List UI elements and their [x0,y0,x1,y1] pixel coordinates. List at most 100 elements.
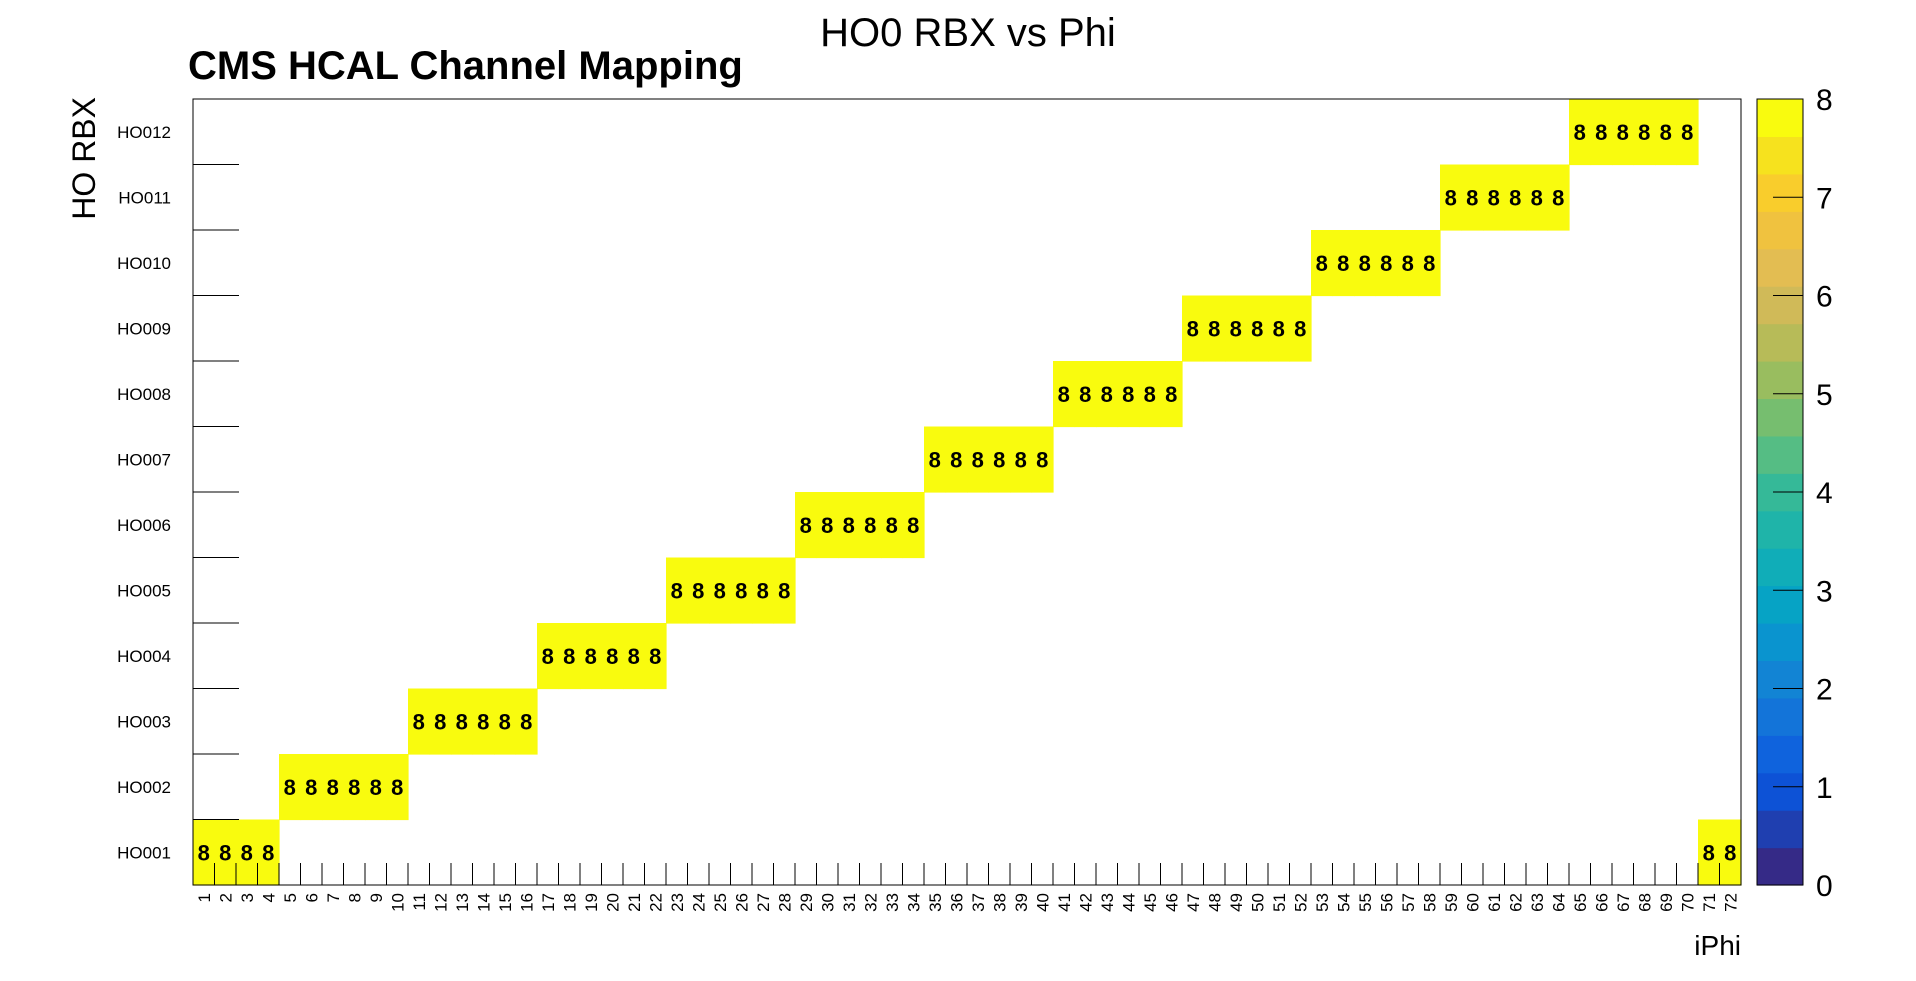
cell-value-label: 8 [1337,251,1349,276]
cell-value-label: 8 [1638,120,1650,145]
heatmap-cell [902,492,925,559]
cell-value-label: 8 [1036,447,1048,472]
x-tick-label: 37 [969,893,988,912]
cell-value-label: 8 [1724,840,1736,865]
x-tick-label: 59 [1442,893,1461,912]
cell-value-label: 8 [1595,120,1607,145]
cell-value-label: 8 [542,644,554,669]
colorbar-segment [1757,697,1803,736]
cell-value-label: 8 [434,709,446,734]
cell-value-label: 8 [950,447,962,472]
x-tick-label: 15 [496,893,515,912]
cell-value-label: 8 [1015,447,1027,472]
colorbar-segment [1757,660,1803,699]
y-tick-label: HO009 [117,319,171,338]
heatmap-cell [773,557,796,624]
x-tick-label: 39 [1012,893,1031,912]
y-tick-label: HO001 [117,843,171,862]
x-tick-label: 48 [1205,893,1224,912]
heatmap-cell [881,492,904,559]
heatmap-cell [1375,230,1398,297]
cell-value-label: 8 [993,447,1005,472]
cell-value-label: 8 [370,775,382,800]
x-tick-label: 70 [1678,893,1697,912]
cell-value-label: 8 [1488,185,1500,210]
cell-value-label: 8 [929,447,941,472]
x-tick-label: 67 [1614,893,1633,912]
x-tick-label: 33 [883,893,902,912]
x-tick-label: 35 [926,893,945,912]
heatmap-cell [1031,426,1054,493]
cell-value-label: 8 [1617,120,1629,145]
x-tick-label: 40 [1033,893,1052,912]
cell-value-label: 8 [1681,120,1693,145]
x-tick-label: 20 [603,893,622,912]
cell-value-label: 8 [1445,185,1457,210]
x-tick-label: 27 [754,893,773,912]
cell-value-label: 8 [563,644,575,669]
heatmap-cell [601,623,624,690]
cell-value-label: 8 [649,644,661,669]
colorbar-tick-label: 4 [1816,477,1833,510]
colorbar-segment [1757,136,1803,175]
heatmap-cell [1117,361,1140,428]
heatmap-cell [580,623,603,690]
cell-value-label: 8 [1509,185,1521,210]
heatmap-cell [1182,295,1205,362]
x-tick-label: 28 [775,893,794,912]
cell-value-label: 8 [907,513,919,538]
x-axis-label: iPhi [1694,930,1741,961]
cell-value-label: 8 [735,578,747,603]
heatmap-cell [1569,99,1592,166]
y-tick-label: HO002 [117,778,171,797]
colorbar-tick-label: 7 [1816,182,1833,215]
cell-value-label: 8 [1187,316,1199,341]
colorbar-tick-label: 3 [1816,575,1833,608]
x-tick-label: 47 [1184,893,1203,912]
x-tick-label: 61 [1485,893,1504,912]
x-tick-label: 29 [797,893,816,912]
cell-value-label: 8 [413,709,425,734]
x-tick-label: 72 [1721,893,1740,912]
x-tick-label: 24 [689,893,708,912]
colorbar-segment [1757,623,1803,662]
heatmap-cell [1311,230,1334,297]
heatmap-cell [1483,164,1506,231]
heatmap-cell [687,557,710,624]
x-tick-label: 22 [646,893,665,912]
colorbar-segment [1757,772,1803,811]
x-tick-label: 44 [1119,893,1138,912]
heatmap-cell [1526,164,1549,231]
heatmap-cell [386,754,409,821]
y-axis-label: HO RBX [66,97,102,220]
cell-value-label: 8 [864,513,876,538]
y-tick-label: HO011 [118,188,171,207]
colorbar-segment [1757,585,1803,624]
x-tick-label: 60 [1463,893,1482,912]
x-tick-label: 71 [1700,893,1719,912]
heatmap-cell [967,426,990,493]
cell-value-label: 8 [1359,251,1371,276]
cell-value-label: 8 [1079,382,1091,407]
y-tick-label: HO005 [117,581,171,600]
heatmap-cell [515,688,538,755]
colorbar-segment [1757,398,1803,437]
cell-value-label: 8 [1230,316,1242,341]
heatmap-cell [365,754,388,821]
y-tick-label: HO003 [117,712,171,731]
cell-value-label: 8 [1294,316,1306,341]
colorbar-segment [1757,173,1803,212]
x-tick-label: 23 [668,893,687,912]
x-tick-label: 25 [711,893,730,912]
heatmap-cell [752,557,775,624]
cell-value-label: 8 [628,644,640,669]
cell-value-label: 8 [1101,382,1113,407]
cell-value-label: 8 [262,840,274,865]
x-tick-label: 62 [1506,893,1525,912]
heatmap-cell [924,426,947,493]
x-tick-label: 55 [1356,893,1375,912]
heatmap-cell [1461,164,1484,231]
cell-value-label: 8 [1380,251,1392,276]
colorbar-tick-label: 0 [1816,870,1833,903]
